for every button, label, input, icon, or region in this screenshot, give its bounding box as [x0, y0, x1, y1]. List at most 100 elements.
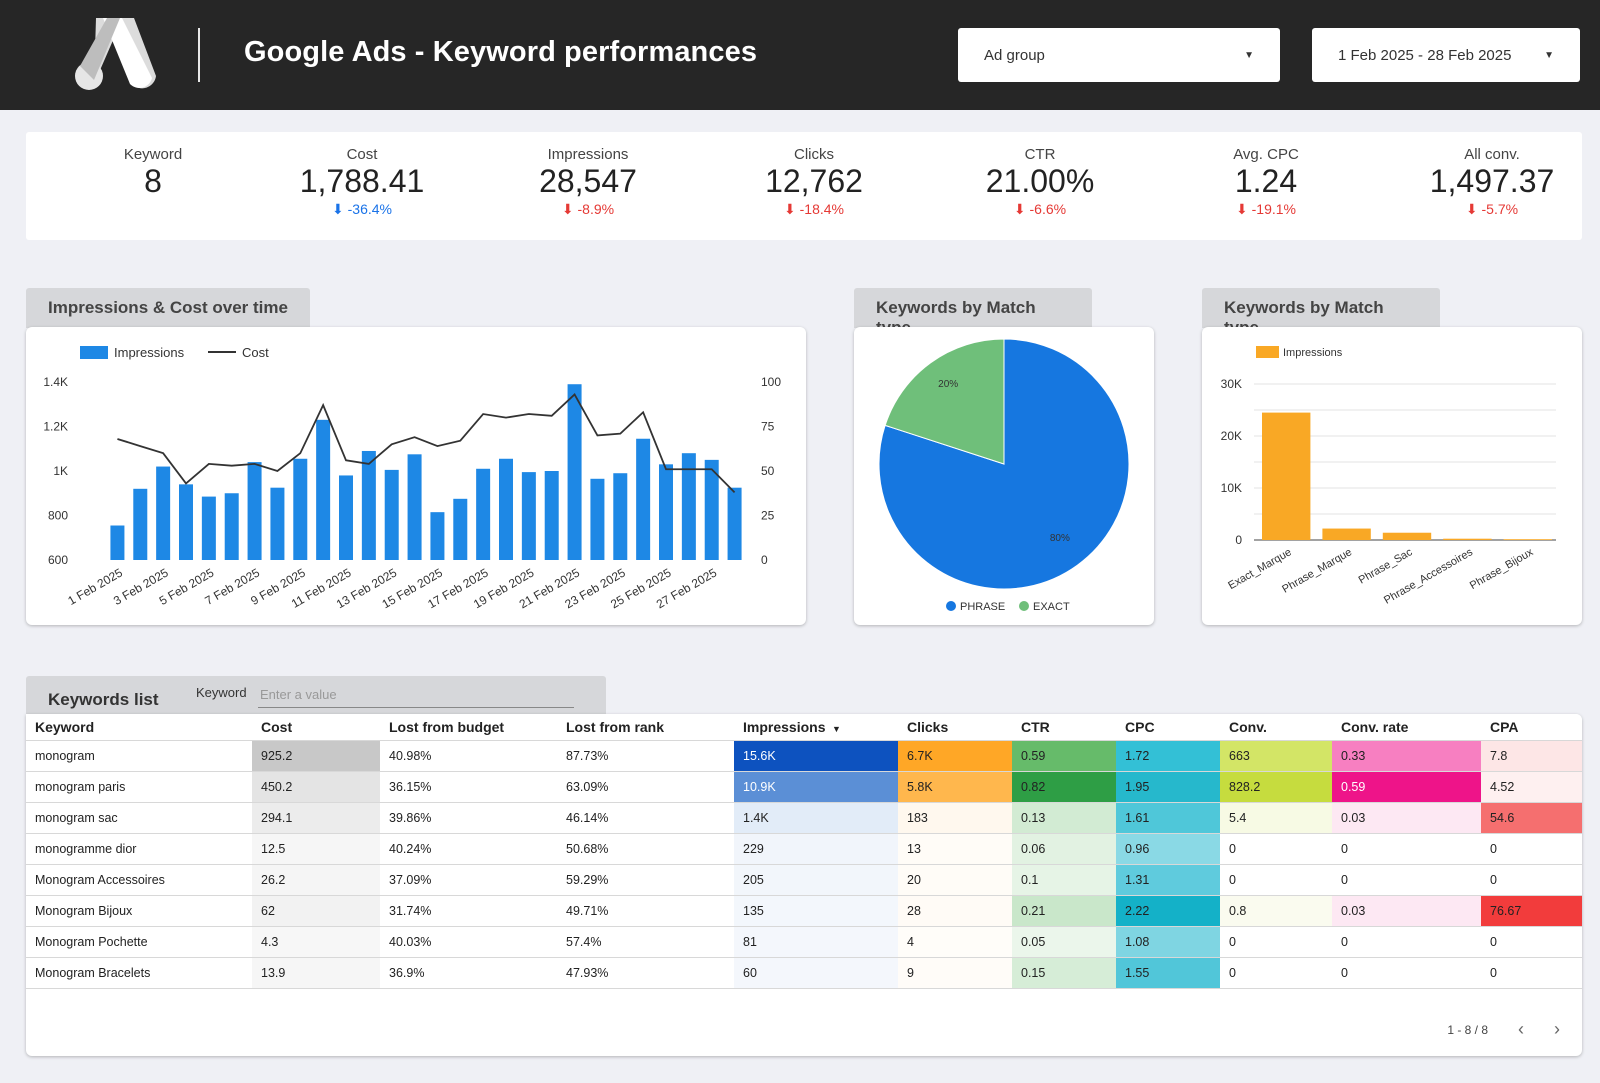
table-cell: 2.22 — [1116, 894, 1220, 926]
arrow-down-icon: ⬇ — [332, 201, 344, 217]
kpi-delta-value: -8.9% — [577, 201, 615, 217]
column-header-label: CPC — [1125, 718, 1155, 735]
date-range-dropdown[interactable]: 1 Feb 2025 - 28 Feb 2025 ▼ — [1312, 28, 1580, 82]
timeseries-chart: Impressions Cost 600 800 1K 1.2K 1.4K 0 25 50 75 10… — [43, 345, 781, 611]
pie-slice-exact — [884, 338, 1005, 465]
table-row[interactable]: monogram 925.2 40.98% 87.73% 15.6K 6.7K 0.59 1.… — [26, 739, 1582, 771]
table-cell: 205 — [734, 863, 898, 895]
kpi-delta: ⬇ -5.7% — [1392, 201, 1592, 218]
table-row[interactable]: monogramme dior 12.5 40.24% 50.68% 229 13 0.06… — [26, 832, 1582, 864]
page-title: Google Ads - Keyword performances — [244, 36, 758, 68]
match-type-bar-chart: Impressions010K20K30KExact_MarquePhrase_… — [1221, 346, 1556, 607]
table-cell: 81 — [734, 925, 898, 957]
keywords-list-header: Keywords list Keyword — [26, 676, 606, 716]
table-cell: 57.4% — [557, 925, 734, 957]
kpi-value: 1,497.37 — [1429, 163, 1555, 199]
kpi-keyword: Keyword 8 — [53, 146, 253, 199]
column-header-label: Conv. — [1229, 718, 1267, 735]
arrow-down-icon: ⬇ — [1013, 201, 1026, 217]
table-cell: 31.74% — [380, 894, 557, 926]
table-row[interactable]: monogram paris 450.2 36.15% 63.09% 10.9K 5.8K… — [26, 770, 1582, 802]
table-cell: 0.8 — [1220, 894, 1332, 926]
column-header-cpc[interactable]: CPC — [1116, 714, 1220, 740]
kpi-delta: ⬇ -18.4% — [714, 201, 914, 218]
table-cell: 40.24% — [380, 832, 557, 864]
kpi-label: Impressions — [547, 146, 629, 163]
table-cell: Monogram Accessoires — [26, 863, 252, 895]
column-header-lost-from-budget[interactable]: Lost from budget — [380, 714, 557, 740]
table-cell: 0 — [1481, 956, 1582, 989]
table-cell: 0.03 — [1332, 801, 1481, 833]
impressions-bar — [727, 487, 742, 560]
table-cell: 450.2 — [252, 770, 380, 802]
y-axis-tick-label: 1.2K — [43, 420, 68, 434]
column-header-label: Keyword — [35, 718, 95, 735]
column-header-cost[interactable]: Cost — [252, 714, 380, 740]
table-cell: 40.98% — [380, 739, 557, 771]
legend-impressions-swatch — [1256, 346, 1279, 358]
column-header-ctr[interactable]: CTR — [1012, 714, 1116, 740]
match-type-bar — [1262, 412, 1311, 540]
table-cell: 1.08 — [1116, 925, 1220, 957]
y-axis-tick-label: 10K — [1221, 481, 1242, 495]
impressions-bar — [361, 450, 376, 560]
kpi-delta-value: -5.7% — [1481, 201, 1519, 217]
table-cell: 0 — [1332, 863, 1481, 895]
kpi-delta-value: -18.4% — [799, 201, 844, 217]
column-header-label: CTR — [1021, 718, 1050, 735]
keyword-filter-label: Keyword — [196, 685, 247, 700]
table-cell: 13 — [898, 832, 1012, 864]
table-cell: 828.2 — [1220, 770, 1332, 802]
table-cell: Monogram Bijoux — [26, 894, 252, 926]
table-row[interactable]: Monogram Bijoux 62 31.74% 49.71% 135 28 0.21 2.… — [26, 894, 1582, 926]
table-cell: 40.03% — [380, 925, 557, 957]
table-cell: 0 — [1332, 956, 1481, 989]
previous-page-icon[interactable]: ‹ — [1518, 1019, 1524, 1039]
timeseries-chart-title: Impressions & Cost over time — [26, 288, 310, 328]
next-page-icon[interactable]: › — [1554, 1019, 1560, 1039]
column-header-lost-from-rank[interactable]: Lost from rank — [557, 714, 734, 740]
column-header-clicks[interactable]: Clicks — [898, 714, 1012, 740]
table-cell: 0.21 — [1012, 894, 1116, 926]
pie-slice-label: 20% — [938, 379, 958, 390]
table-row[interactable]: Monogram Accessoires 26.2 37.09% 59.29% 205 2… — [26, 863, 1582, 895]
table-cell: 0.59 — [1332, 770, 1481, 802]
table-row[interactable]: Monogram Bracelets 13.9 36.9% 47.93% 60 9 0.15… — [26, 956, 1582, 989]
pie-slice-phrase — [878, 338, 1130, 590]
table-cell: 62 — [252, 894, 380, 926]
kpi-label: Clicks — [794, 146, 834, 163]
table-cell: 925.2 — [252, 739, 380, 771]
table-cell: 5.8K — [898, 770, 1012, 802]
pie-chart-title: Keywords by Match type — [854, 288, 1092, 337]
table-row[interactable]: Monogram Pochette 4.3 40.03% 57.4% 81 4 0.05 1.… — [26, 925, 1582, 957]
keywords-table: Keyword Cost Lost from budget Lost from ran… — [26, 714, 1582, 989]
table-cell: 46.14% — [557, 801, 734, 833]
column-header-keyword[interactable]: Keyword — [26, 714, 252, 740]
table-cell: 0 — [1220, 956, 1332, 989]
table-cell: 20 — [898, 863, 1012, 895]
column-header-conv[interactable]: Conv. — [1220, 714, 1332, 740]
column-header-conv-rate[interactable]: Conv. rate — [1332, 714, 1481, 740]
y-axis-tick-label: 800 — [48, 509, 68, 523]
table-cell: 36.15% — [380, 770, 557, 802]
keyword-filter-input[interactable] — [258, 682, 574, 708]
table-cell: 0 — [1332, 832, 1481, 864]
legend-impressions-label: Impressions — [114, 345, 185, 360]
ad-group-dropdown[interactable]: Ad group ▼ — [958, 28, 1280, 82]
column-header-impressions[interactable]: Impressions ▼ — [734, 714, 898, 740]
table-cell: 50.68% — [557, 832, 734, 864]
table-cell: 54.6 — [1481, 801, 1582, 833]
table-cell: 0 — [1481, 925, 1582, 957]
impressions-bar — [384, 469, 399, 560]
impressions-bar — [224, 493, 239, 560]
table-cell: 5.4 — [1220, 801, 1332, 833]
y2-axis-tick-label: 75 — [761, 420, 775, 434]
impressions-bar — [179, 484, 193, 560]
column-header-cpa[interactable]: CPA — [1481, 714, 1582, 740]
impressions-bar — [704, 459, 719, 560]
table-cell: 1.72 — [1116, 739, 1220, 771]
pagination-count: 1 - 8 / 8 — [1447, 1022, 1488, 1037]
kpi-value: 8 — [144, 163, 162, 199]
table-row[interactable]: monogram sac 294.1 39.86% 46.14% 1.4K 183 0.13… — [26, 801, 1582, 833]
impressions-bar — [681, 453, 696, 560]
